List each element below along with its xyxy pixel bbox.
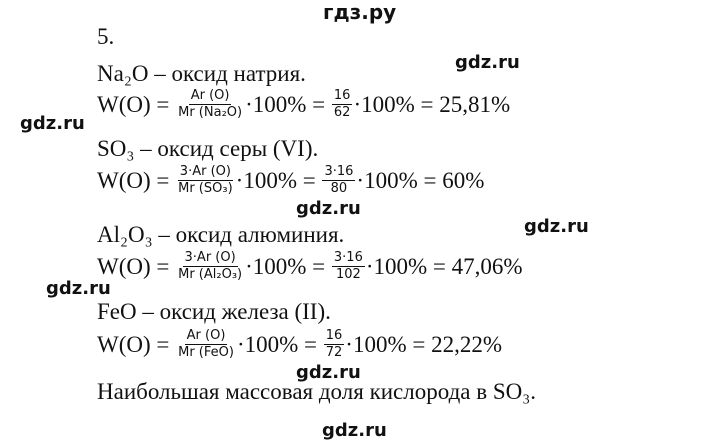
block-title: FeO – оксид железа (II). <box>97 299 331 324</box>
numerator: 16 <box>331 88 353 105</box>
watermark: gdz.ru <box>296 362 361 383</box>
formula: W(O) = Ar (O) Mr (FeO) ·100% = 16 72 ·100%… <box>97 328 502 361</box>
lhs: W(O) = <box>97 167 170 193</box>
denominator: 80 <box>330 181 348 196</box>
fraction: 3·16 102 <box>331 250 365 283</box>
result: ·100% = 22,22% <box>345 331 502 357</box>
denominator: Mr (Al₂O₃) <box>178 267 243 282</box>
lhs: W(O) = <box>97 253 170 279</box>
denominator: Mr (SO₃) <box>178 181 233 196</box>
watermark: gdz.ru <box>455 52 520 73</box>
block-title: SO₃ – оксид серы (VI). <box>97 136 319 161</box>
denominator: 72 <box>325 345 343 360</box>
fraction: Ar (O) Mr (FeO) <box>176 328 236 361</box>
formula: W(O) = 3·Ar (O) Mr (Al₂O₃) ·100% = 3·16 10… <box>97 250 523 283</box>
result: ·100% = 25,81% <box>353 91 511 117</box>
numerator: 3·16 <box>322 164 356 181</box>
result: ·100% = 60% <box>356 167 485 193</box>
mid: ·100% = <box>245 253 326 279</box>
denominator: Mr (FeO) <box>178 345 234 360</box>
fraction: 3·Ar (O) Mr (Al₂O₃) <box>176 250 244 283</box>
watermark: gdz.ru <box>322 420 387 441</box>
numerator: 3·16 <box>331 250 365 267</box>
result: ·100% = 47,06% <box>365 253 523 279</box>
numerator: 16 <box>323 328 345 345</box>
watermark: gdz.ru <box>524 216 589 237</box>
numerator: 3·Ar (O) <box>177 164 233 181</box>
denominator: 62 <box>333 105 351 120</box>
task-number: 5. <box>97 24 115 49</box>
fraction: Ar (O) Mr (Na₂O) <box>176 88 244 121</box>
watermark: gdz.ru <box>46 278 111 299</box>
fraction: 16 62 <box>331 88 353 121</box>
denominator: Mr (Na₂O) <box>178 105 243 120</box>
formula: W(O) = 3·Ar (O) Mr (SO₃) ·100% = 3·16 80 ·… <box>97 164 484 197</box>
watermark: gdz.ru <box>296 198 361 219</box>
mid: ·100% = <box>235 167 316 193</box>
formula: W(O) = Ar (O) Mr (Na₂O) ·100% = 16 62 ·100… <box>97 88 510 121</box>
numerator: Ar (O) <box>188 88 232 105</box>
watermark: gdz.ru <box>20 113 85 134</box>
site-header: гдз.ру <box>323 0 397 24</box>
fraction: 3·16 80 <box>322 164 356 197</box>
mid: ·100% = <box>236 331 317 357</box>
numerator: Ar (O) <box>184 328 228 345</box>
mid: ·100% = <box>245 91 326 117</box>
lhs: W(O) = <box>97 331 170 357</box>
lhs: W(O) = <box>97 91 170 117</box>
fraction: 16 72 <box>323 328 345 361</box>
block-title: Al₂O₃ – оксид алюминия. <box>97 222 345 247</box>
conclusion: Наибольшая массовая доля кислорода в SO₃… <box>97 379 537 404</box>
denominator: 102 <box>335 267 361 282</box>
numerator: 3·Ar (O) <box>182 250 238 267</box>
fraction: 3·Ar (O) Mr (SO₃) <box>176 164 235 197</box>
block-title: Na₂O – оксид натрия. <box>97 61 306 86</box>
